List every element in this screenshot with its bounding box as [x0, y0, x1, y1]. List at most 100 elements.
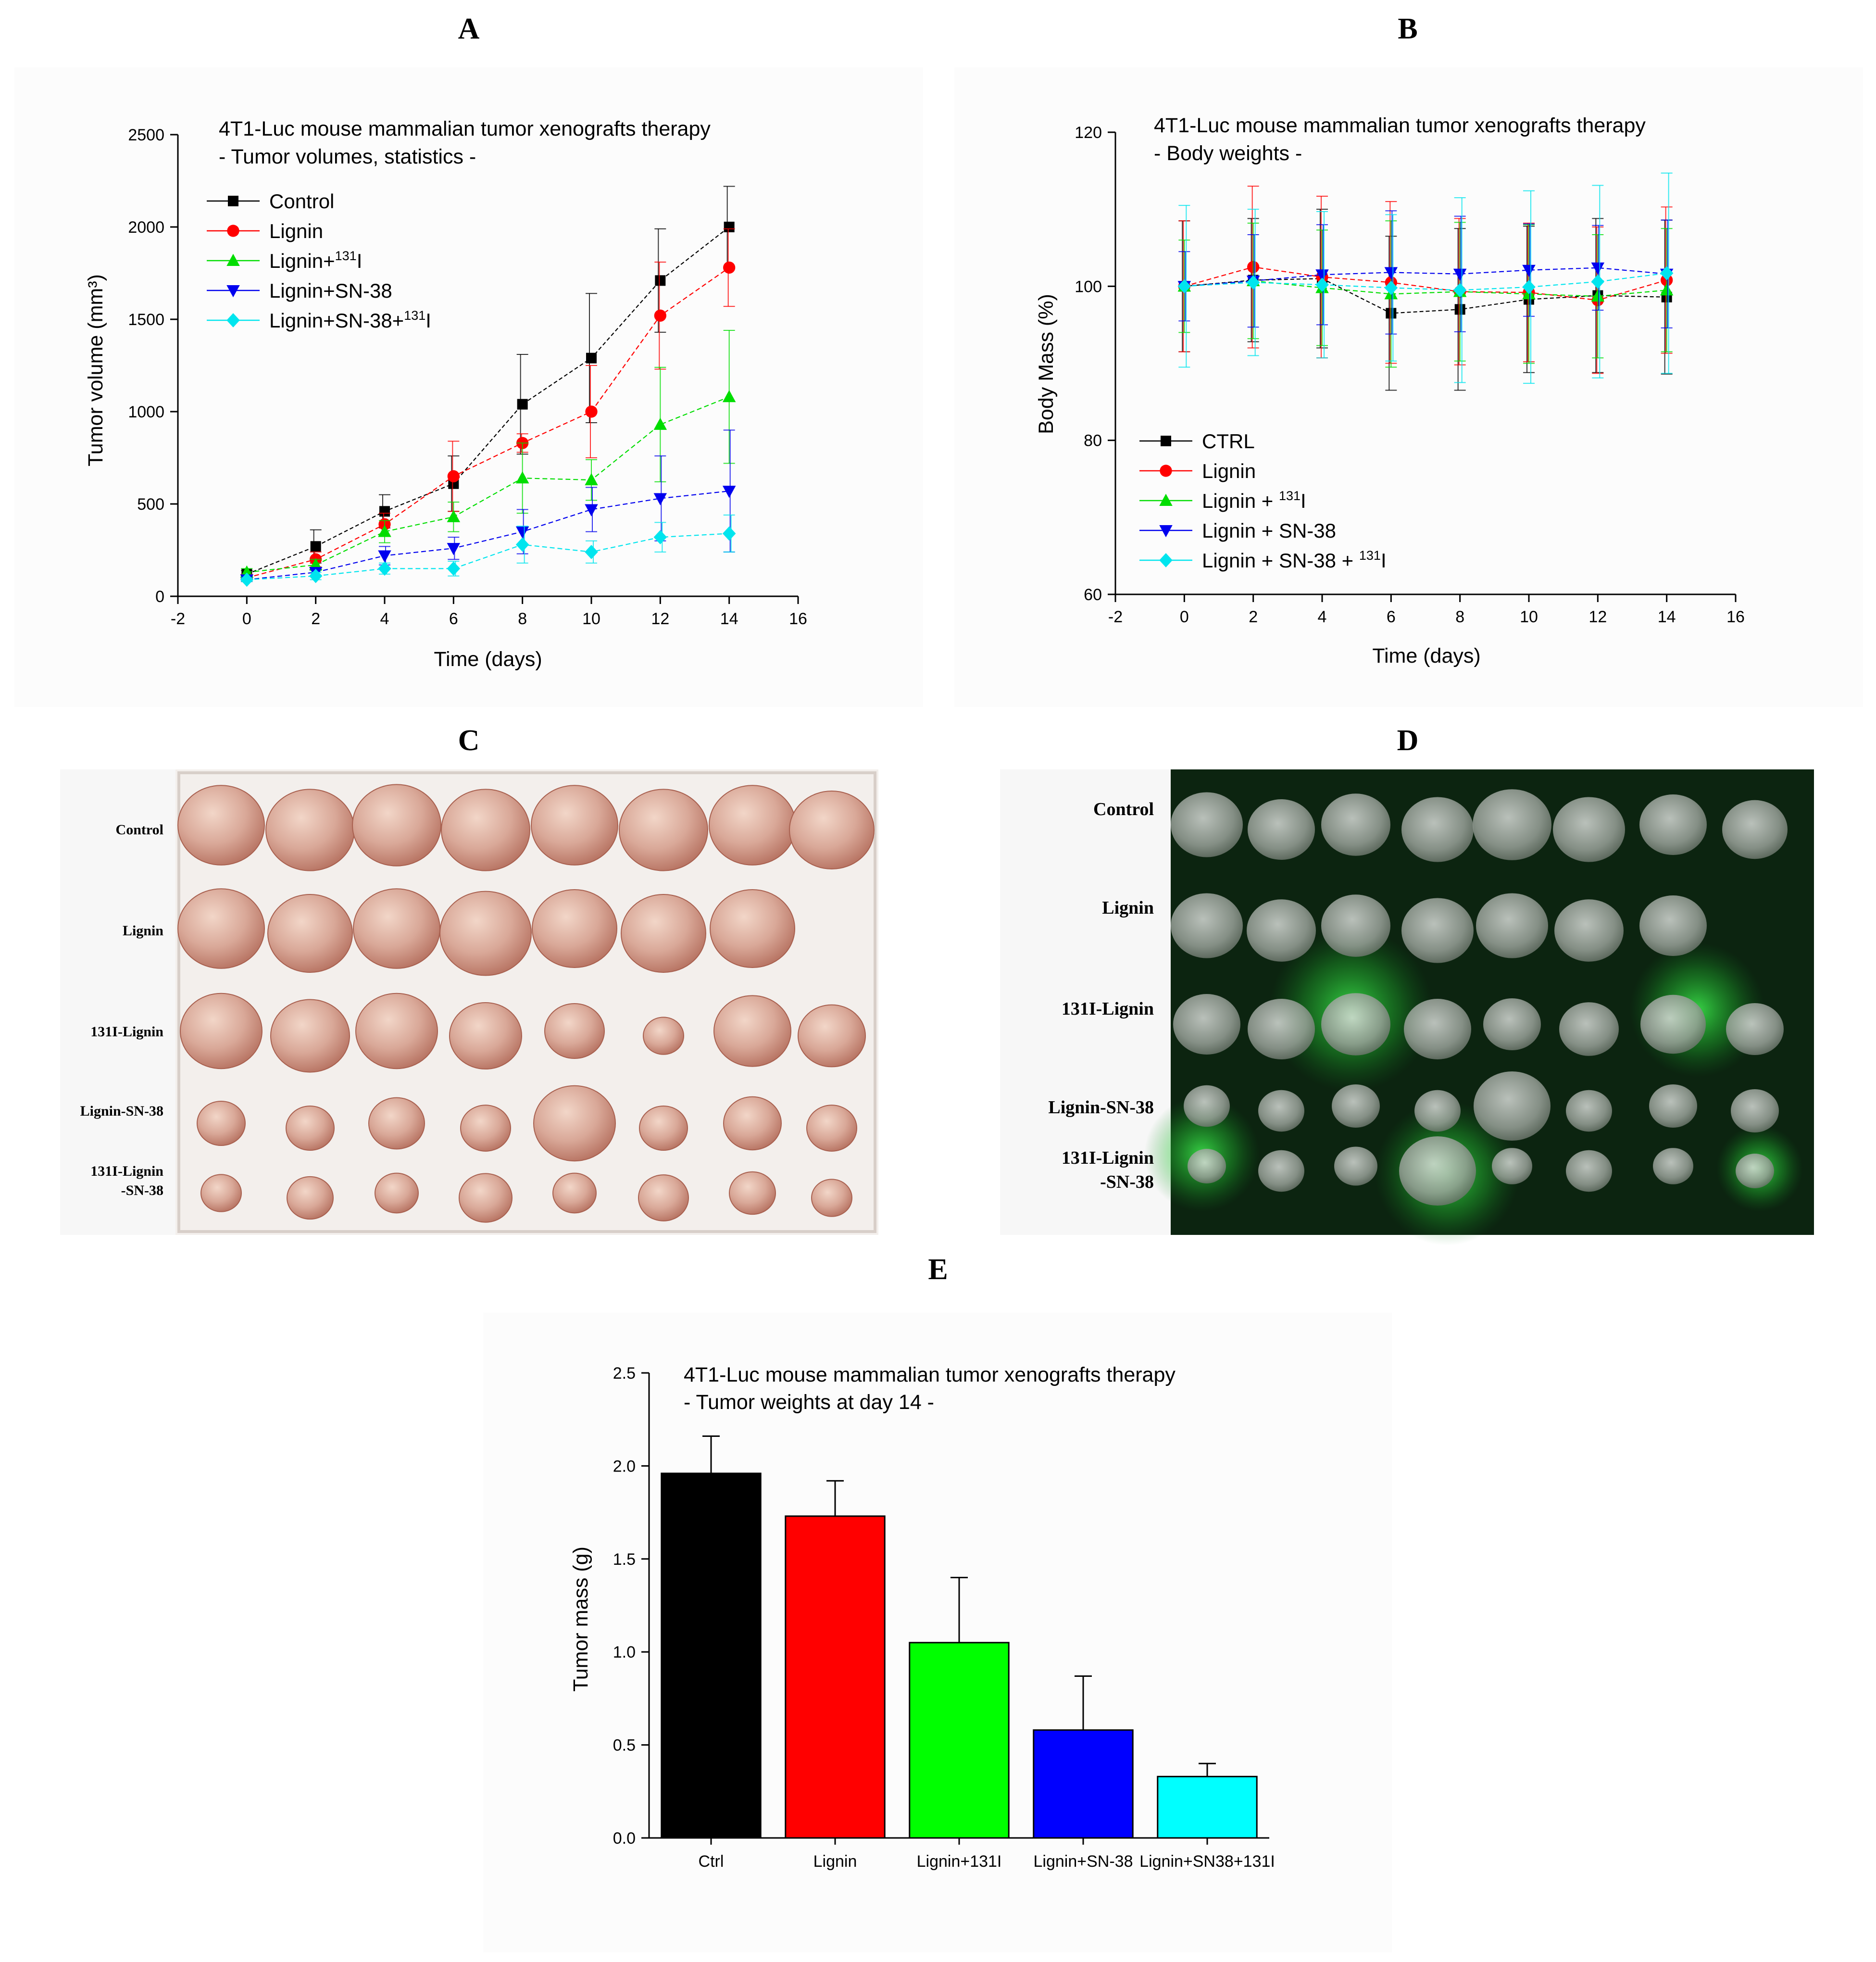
tumor-sample: [811, 1179, 852, 1217]
data-point: [447, 543, 461, 555]
data-point: [447, 510, 461, 522]
legend-label: Lignin+131I: [269, 249, 362, 272]
photo-d-label-area: [1000, 769, 1171, 1235]
panel-a-xlabel: Time (days): [434, 648, 542, 671]
y-tick-label: 80: [1084, 432, 1102, 450]
tumor-sample-fluorescence: [1173, 994, 1240, 1055]
y-tick-label: 1.0: [613, 1643, 636, 1661]
tumor-sample-fluorescence: [1258, 1090, 1304, 1132]
tumor-sample-fluorescence: [1476, 893, 1548, 958]
legend-label: Lignin: [1202, 460, 1256, 482]
chart-panel-a: 4T1-Luc mouse mammalian tumor xenografts…: [14, 67, 923, 707]
tumor-sample-fluorescence: [1649, 1084, 1697, 1128]
panel-e-subtitle: - Tumor weights at day 14 -: [684, 1391, 934, 1414]
panel-letter-c: C: [458, 724, 480, 757]
x-tick-label: 12: [1588, 608, 1607, 626]
tumor-sample-fluorescence: [1553, 797, 1625, 862]
bar: [785, 1515, 886, 1839]
panel-b-background: [954, 67, 1863, 707]
tumor-sample: [713, 995, 791, 1067]
legend-marker: [227, 225, 239, 237]
series-line: [247, 490, 729, 580]
tumor-sample: [449, 1002, 522, 1069]
photo-row-label: -SN-38: [121, 1182, 163, 1198]
data-point: [724, 222, 735, 232]
data-point: [1384, 280, 1398, 295]
panel-a-ylabel: Tumor volume (mm³): [84, 274, 107, 466]
x-tick-label: Lignin+131I: [917, 1852, 1002, 1871]
tumor-sample: [353, 888, 440, 969]
tumor-sample: [552, 1172, 597, 1214]
tumor-sample: [355, 993, 438, 1069]
data-point: [1315, 277, 1329, 292]
tumor-sample-fluorescence: [1492, 1148, 1532, 1184]
tumor-sample-fluorescence: [1247, 899, 1316, 962]
legend-label: Lignin: [269, 220, 323, 242]
panel-letter-d: D: [1397, 724, 1419, 757]
tumor-sample-fluorescence: [1321, 894, 1390, 957]
tumor-sample: [439, 891, 532, 976]
legend-marker: [226, 313, 240, 327]
data-point: [1453, 283, 1467, 298]
tumor-sample-fluorescence: [1726, 1003, 1784, 1055]
panel-e-background: [483, 1313, 1392, 1952]
panel-b-xlabel: Time (days): [1372, 644, 1480, 667]
tumor-sample: [368, 1097, 425, 1150]
photo-row-label: Control: [1093, 799, 1154, 819]
tumor-sample-fluorescence: [1483, 998, 1541, 1050]
data-point: [447, 561, 461, 576]
tumor-sample-fluorescence: [1401, 898, 1474, 963]
x-tick-label: 12: [651, 610, 669, 628]
x-tick-label: 10: [582, 610, 600, 628]
panel-b-title: 4T1-Luc mouse mammalian tumor xenografts…: [1154, 114, 1646, 137]
x-tick-label: 8: [518, 610, 527, 628]
tumor-sample: [638, 1174, 689, 1221]
x-tick-label: 0: [1180, 608, 1189, 626]
tumor-sample: [621, 894, 706, 973]
panel-a-title: 4T1-Luc mouse mammalian tumor xenografts…: [219, 117, 711, 140]
data-point: [585, 473, 598, 486]
x-tick-label: -2: [171, 610, 185, 628]
legend-marker: [1159, 493, 1173, 506]
bar: [909, 1642, 1010, 1839]
legend-label: Lignin+SN-38+131I: [269, 308, 431, 332]
y-tick-label: 0.5: [613, 1736, 636, 1755]
legend-marker: [228, 196, 238, 206]
legend-label: Lignin + 131I: [1202, 489, 1306, 512]
tumor-sample-fluorescence: [1554, 899, 1624, 962]
legend-label: Control: [269, 190, 334, 213]
y-tick-label: 500: [137, 495, 164, 514]
tumor-sample-fluorescence: [1474, 1071, 1551, 1141]
tumor-sample: [200, 1174, 242, 1212]
tumor-sample: [643, 1017, 684, 1055]
photo-row-label: Lignin-SN-38: [1048, 1097, 1154, 1118]
data-point: [515, 526, 529, 539]
tumor-sample: [533, 1085, 616, 1162]
x-tick-label: 10: [1520, 608, 1538, 626]
tumor-sample-fluorescence: [1171, 893, 1243, 958]
panel-e-ylabel: Tumor mass (g): [569, 1547, 592, 1692]
data-point: [654, 309, 666, 322]
y-tick-label: 120: [1075, 124, 1102, 142]
data-point: [379, 506, 390, 517]
y-tick-label: 2000: [128, 218, 164, 237]
data-point: [586, 352, 597, 364]
y-tick-label: 2.0: [613, 1457, 636, 1475]
data-point: [653, 530, 667, 544]
tumor-sample: [460, 1105, 511, 1152]
photo-row-label: 131I-Lignin: [1062, 1148, 1154, 1168]
series-line: [246, 226, 730, 575]
tumor-sample-fluorescence: [1404, 999, 1471, 1059]
photo-row-label: Lignin: [123, 923, 163, 939]
x-tick-label: Lignin+SN38+131I: [1139, 1852, 1275, 1871]
data-point: [1522, 280, 1536, 294]
bar: [1033, 1729, 1134, 1839]
data-point: [585, 544, 598, 559]
legend-marker: [1160, 465, 1172, 477]
tumor-sample: [710, 889, 795, 968]
tumor-sample-fluorescence: [1473, 789, 1551, 860]
data-point: [378, 550, 391, 563]
tumor-sample: [729, 1171, 776, 1215]
